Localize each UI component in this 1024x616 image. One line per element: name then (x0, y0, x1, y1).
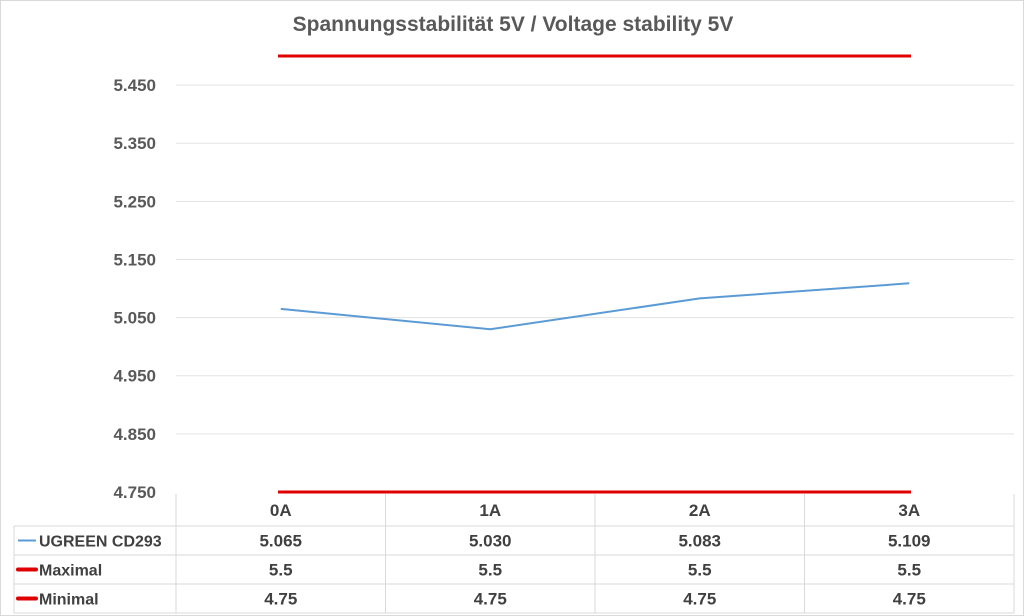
data-label: 5.030 (469, 532, 512, 551)
chart-title: Spannungsstabilität 5V / Voltage stabili… (293, 13, 734, 36)
y-tick-label: 4.950 (113, 367, 156, 386)
y-tick-label: 4.850 (113, 425, 156, 444)
series-lines (278, 54, 911, 494)
series-name-label: Minimal (39, 592, 99, 609)
y-tick-label: 5.450 (113, 76, 156, 95)
x-category-label: 1A (479, 501, 501, 520)
x-category-label: 0A (270, 501, 292, 520)
data-label: 4.75 (264, 590, 297, 609)
data-label: 4.75 (893, 590, 926, 609)
y-tick-label: 5.050 (113, 309, 156, 328)
y-tick-label: 5.350 (113, 134, 156, 153)
x-category-label: 2A (689, 501, 711, 520)
data-label: 5.065 (259, 532, 302, 551)
gridlines (176, 84, 1014, 435)
y-tick-label: 4.750 (113, 483, 156, 502)
series-name-label: Maximal (39, 563, 102, 580)
series-name-label: UGREEN CD293 (39, 534, 162, 551)
y-tick-label: 5.250 (113, 192, 156, 211)
data-label: 5.5 (269, 561, 293, 580)
data-label: 5.109 (888, 532, 931, 551)
data-label: 4.75 (474, 590, 507, 609)
data-label: 5.5 (688, 561, 712, 580)
data-label: 5.5 (897, 561, 921, 580)
x-category-label: 3A (898, 501, 920, 520)
y-tick-label: 5.150 (113, 250, 156, 269)
data-label: 5.083 (678, 532, 721, 551)
data-label: 4.75 (683, 590, 716, 609)
series-line-ugreen-cd293 (280, 282, 910, 331)
y-tick-labels: 4.750 4.850 4.950 5.050 5.150 5.250 5.350 5.450 (113, 76, 156, 502)
data-table: 0A 1A 2A 3A UGREEN CD293 5.065 5.030 5.083 5.109… (13, 494, 1015, 614)
data-label: 5.5 (478, 561, 502, 580)
